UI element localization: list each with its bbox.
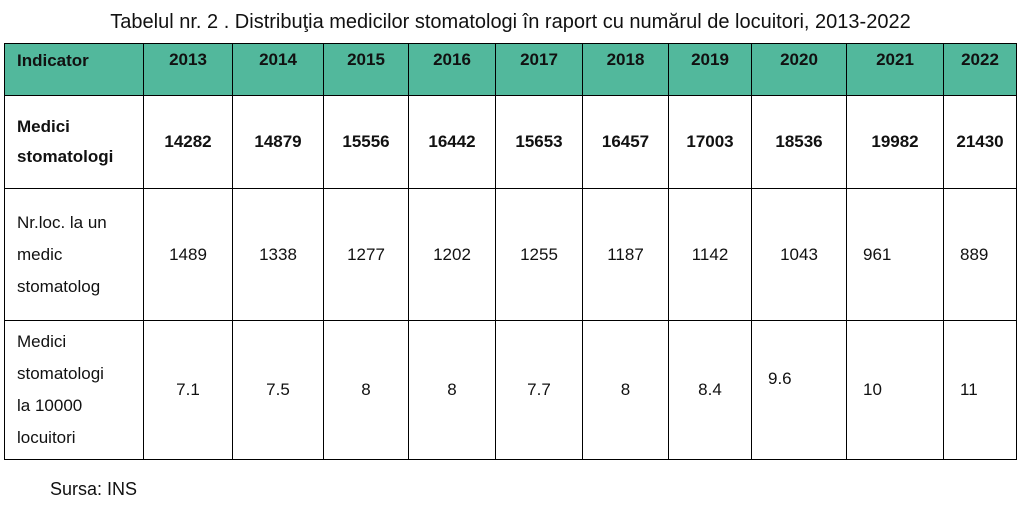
- table-cell: 7.1: [143, 320, 233, 460]
- header-row: Indicator 2013 2014 2015 2016 2017 2018 …: [4, 43, 1017, 96]
- table-cell: 1142: [668, 188, 752, 321]
- header-year: 2022: [943, 43, 1017, 96]
- row-label-line: Medici: [17, 117, 70, 136]
- row-label-line: la 10000: [17, 396, 83, 415]
- row-label: Medici stomatologi la 10000 locuitori: [4, 320, 144, 460]
- table-cell: 18536: [751, 95, 847, 189]
- row-label-line: stomatolog: [17, 276, 101, 296]
- table-cell: 14282: [143, 95, 233, 189]
- table-caption: Tabelul nr. 2 . Distribuţia medicilor st…: [110, 11, 911, 33]
- table-cell: 16442: [408, 95, 496, 189]
- header-year: 2018: [582, 43, 669, 96]
- table-cell: 16457: [582, 95, 669, 189]
- header-year: 2016: [408, 43, 496, 96]
- table-cell: 1489: [143, 188, 233, 321]
- table-cell: 19982: [846, 95, 944, 189]
- table-cell: 7.7: [495, 320, 583, 460]
- table-cell: 1043: [751, 188, 847, 321]
- header-year: 2019: [668, 43, 752, 96]
- table-cell: 1187: [582, 188, 669, 321]
- table-cell: 8.4: [668, 320, 752, 460]
- header-year: 2017: [495, 43, 583, 96]
- table-cell: 8: [323, 320, 409, 460]
- table-row: Medici stomatologi 14282 14879 15556 164…: [4, 95, 1017, 189]
- table-row: Nr.loc. la un medic stomatolog 1489 1338…: [4, 188, 1017, 321]
- table-cell: 8: [582, 320, 669, 460]
- row-label: Nr.loc. la un medic stomatolog: [4, 188, 144, 321]
- table-cell: 14879: [232, 95, 324, 189]
- table-cell: 11: [943, 320, 1017, 460]
- table-cell: 889: [943, 188, 1017, 321]
- row-label-line: Medici: [17, 332, 67, 351]
- table-cell: 15653: [495, 95, 583, 189]
- row-label-line: medic: [17, 244, 63, 264]
- source-note: Sursa: INS: [50, 479, 138, 499]
- table-cell: 1277: [323, 188, 409, 321]
- table-cell: 8: [408, 320, 496, 460]
- header-year: 2020: [751, 43, 847, 96]
- row-label-line: Nr.loc. la un: [17, 212, 107, 232]
- header-year: 2021: [846, 43, 944, 96]
- row-label: Medici stomatologi: [4, 95, 144, 189]
- header-indicator: Indicator: [4, 43, 144, 96]
- header-year: 2013: [143, 43, 233, 96]
- table-cell: 1202: [408, 188, 496, 321]
- table-row: Medici stomatologi la 10000 locuitori 7.…: [4, 320, 1017, 460]
- table-cell: 7.5: [232, 320, 324, 460]
- header-year: 2014: [232, 43, 324, 96]
- data-table: Indicator 2013 2014 2015 2016 2017 2018 …: [4, 43, 1017, 460]
- table-cell: 1338: [232, 188, 324, 321]
- table-cell: 9.6: [751, 320, 847, 460]
- row-label-line: stomatologi: [17, 364, 104, 383]
- table-cell: 1255: [495, 188, 583, 321]
- table-cell: 21430: [943, 95, 1017, 189]
- table-cell: 15556: [323, 95, 409, 189]
- row-label-line: stomatologi: [17, 147, 114, 166]
- table-cell: 10: [846, 320, 944, 460]
- table-cell: 17003: [668, 95, 752, 189]
- row-label-line: locuitori: [17, 428, 76, 447]
- table-cell: 961: [846, 188, 944, 321]
- header-year: 2015: [323, 43, 409, 96]
